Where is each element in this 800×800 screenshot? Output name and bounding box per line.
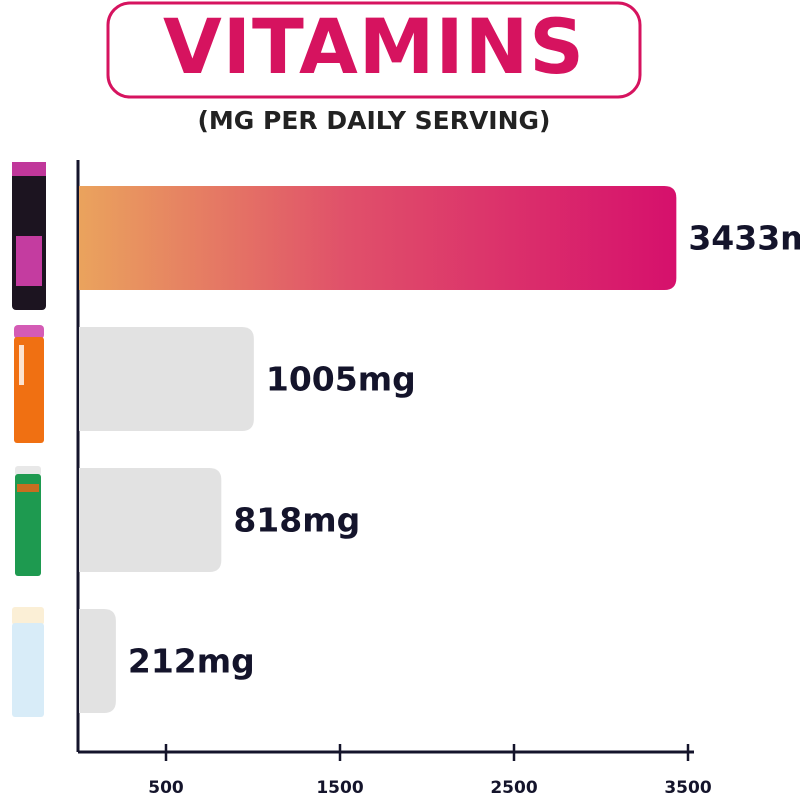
chart-subtitle: (MG PER DAILY SERVING) bbox=[198, 106, 551, 135]
x-tick-label: 500 bbox=[148, 778, 184, 798]
x-tick-label: 3500 bbox=[664, 778, 711, 798]
title-box bbox=[106, 1, 642, 99]
value-label: 1005mg bbox=[266, 360, 416, 399]
chart-title: VITAMINS bbox=[163, 2, 585, 91]
value-label: 818mg bbox=[233, 501, 360, 540]
bar bbox=[79, 327, 254, 431]
value-label: 3433mg bbox=[688, 219, 800, 258]
bar bbox=[79, 186, 677, 290]
value-label: 212mg bbox=[128, 642, 255, 681]
x-tick-label: 1500 bbox=[316, 778, 363, 798]
x-tick-label: 2500 bbox=[490, 778, 537, 798]
bar bbox=[79, 468, 222, 572]
bar bbox=[79, 609, 116, 713]
product-icons bbox=[12, 162, 46, 717]
